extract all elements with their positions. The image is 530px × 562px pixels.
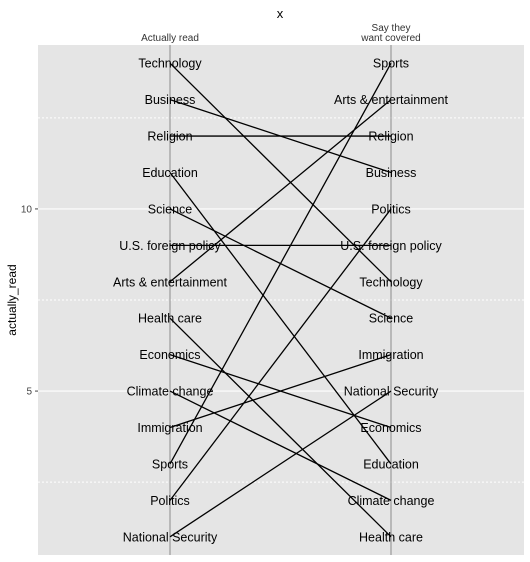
y-tick-label: 10	[21, 204, 33, 215]
slope-line	[169, 208, 392, 501]
right-topic-label: Politics	[371, 202, 411, 216]
chart-title: x	[277, 6, 284, 21]
column-header-left: Actually read	[141, 33, 199, 44]
right-topic-label: Arts & entertainment	[334, 93, 448, 107]
left-topic-label: Education	[142, 166, 198, 180]
left-topic-label: Immigration	[137, 421, 202, 435]
right-topic-label: Economics	[360, 421, 421, 435]
right-topic-label: Business	[366, 166, 417, 180]
right-topic-label: Religion	[368, 130, 413, 144]
y-axis-title: actually_read	[5, 264, 19, 335]
slope-line	[169, 390, 392, 501]
left-topic-label: Economics	[139, 348, 200, 362]
slope-line	[169, 354, 392, 429]
column-header-right: Say they want covered	[360, 23, 420, 44]
left-topic-label: Science	[148, 202, 193, 216]
right-topic-label: Immigration	[358, 348, 423, 362]
left-topic-label: Health care	[138, 312, 202, 326]
right-topic-label: Science	[369, 312, 414, 326]
left-topic-label: Sports	[152, 457, 188, 471]
slope-line	[169, 390, 392, 538]
slope-line	[169, 62, 392, 465]
right-topic-label: Health care	[359, 530, 423, 544]
right-topic-label: Climate change	[348, 494, 435, 508]
left-topic-label: Religion	[147, 130, 192, 144]
right-topic-label: U.S. foreign policy	[340, 239, 442, 253]
left-topic-label: Climate change	[127, 385, 214, 399]
left-topic-label: Politics	[150, 494, 190, 508]
left-topic-label: Business	[145, 93, 196, 107]
left-topic-label: Technology	[138, 57, 202, 71]
left-topic-label: U.S. foreign policy	[119, 239, 221, 253]
left-topic-label: Arts & entertainment	[113, 275, 227, 289]
left-topic-label: National Security	[123, 530, 218, 544]
y-tick-label: 5	[26, 387, 32, 398]
right-topic-label: Education	[363, 457, 419, 471]
slope-line	[169, 317, 392, 538]
right-topic-label: National Security	[344, 385, 439, 399]
right-topic-label: Sports	[373, 57, 409, 71]
right-topic-label: Technology	[359, 275, 423, 289]
